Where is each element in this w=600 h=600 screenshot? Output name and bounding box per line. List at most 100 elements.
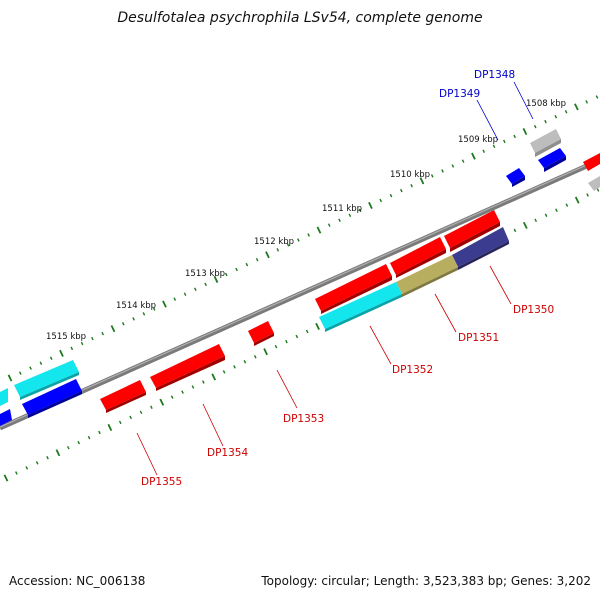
outer-tick [307,233,310,237]
gene-labels: DP1348 DP1349 DP1350 DP1351 DP1352 DP135… [141,69,554,488]
label-dp1354[interactable]: DP1354 [207,447,248,459]
outer-tick [564,110,568,114]
inner-tick [233,365,236,369]
inner-tick [586,193,589,197]
inner-tick [35,461,39,465]
outer-tick [338,218,341,222]
label-dp1351[interactable]: DP1351 [458,332,499,344]
inner-tick [181,390,184,394]
map-title: Desulfotalea psychrophila LSv54, complet… [117,10,483,26]
label-dp1353[interactable]: DP1353 [283,413,324,425]
gene-dp1353-shadow [254,333,274,346]
reverse-strand-genes [319,227,509,332]
label-dp1355[interactable]: DP1355 [141,476,182,488]
inner-tick [46,456,49,460]
gene-blue-left-shadow [28,391,82,418]
gene-dp1351[interactable] [390,237,446,275]
gene-red-edge[interactable] [583,153,600,171]
outer-tick [286,243,290,247]
outer-tick [316,226,322,234]
callout-dp1355 [136,432,158,476]
inner-tick [191,385,195,389]
gene-blue-edge[interactable] [0,409,12,426]
outer-tick [358,208,362,213]
gene-cyan-mid[interactable] [319,282,402,329]
gene-dp1354[interactable] [150,344,225,388]
gene-dp1355-shadow [106,392,146,413]
inner-tick [295,334,299,339]
inner-tick [522,221,528,229]
genome-summary-text: Topology: circular; Length: 3,523,383 bp… [261,574,591,588]
outer-tick [379,198,383,203]
gene-slate-shadow [458,241,509,270]
gene-dp1355[interactable] [100,380,146,410]
inner-tick [107,423,113,432]
gene-dp1354-shadow [156,356,225,391]
callout-dp1349 [476,99,499,141]
outer-tick [430,174,434,178]
outer-tick [255,257,259,262]
outer-tick [235,267,238,272]
outer-tick [595,95,599,99]
inner-tick [3,474,9,482]
gene-gray-edge[interactable] [588,176,600,191]
outer-tick [348,213,352,218]
kbp-label-1515: 1515 kbp [46,332,86,342]
gene-dp1352[interactable] [315,264,392,311]
gene-blue-1-shadow [544,156,566,172]
gene-cyan-left[interactable] [14,360,79,397]
inner-tick [211,373,217,381]
callout-lines [136,81,534,476]
gene-cyan-edge[interactable] [0,388,8,406]
outer-tick [183,292,187,296]
outer-tick [544,119,547,124]
gene-dp1349[interactable] [506,168,525,184]
outer-tick [441,169,444,173]
outer-tick [110,325,116,333]
label-dp1349[interactable]: DP1349 [439,88,480,100]
outer-tick [101,331,105,336]
inner-tick [263,348,268,356]
inner-tick [565,203,569,207]
gene-slate[interactable] [452,227,509,267]
outer-tick [39,361,43,365]
kbp-label-1510: 1510 kbp [390,170,430,180]
gene-dp1351-shadow [396,249,446,278]
outer-tick [502,139,506,144]
outer-tick [7,374,13,382]
inner-tick [534,218,538,223]
callout-dp1348 [513,81,534,120]
gene-blue-left[interactable] [22,379,82,415]
outer-tick [224,272,228,277]
gene-dp1350[interactable] [444,210,500,248]
accession-text: Accession: NC_006138 [9,574,146,588]
label-dp1348[interactable]: DP1348 [474,69,515,81]
gene-blue-1[interactable] [538,148,566,168]
gene-dp1348[interactable] [530,129,561,153]
gene-cyan-left-shadow [20,372,79,400]
callout-dp1354 [202,403,224,447]
inner-tick [55,449,61,457]
inner-tick [15,471,18,475]
inner-tick [118,420,122,425]
outer-tick [554,114,558,119]
outer-tick [194,287,197,292]
outer-tick [276,248,280,252]
kbp-label-1509: 1509 kbp [458,135,498,145]
gene-olive[interactable] [396,255,458,294]
inner-tick [305,329,309,334]
label-dp1352[interactable]: DP1352 [392,364,433,376]
outer-tick [142,312,146,316]
outer-tick [173,297,177,301]
inner-tick [544,213,548,218]
gene-dp1353[interactable] [248,321,274,343]
kbp-label-1512: 1512 kbp [254,237,294,247]
outer-tick [297,238,300,242]
inner-tick [596,188,600,192]
label-dp1350[interactable]: DP1350 [513,304,554,316]
outer-tick [213,275,219,283]
inner-tick [202,380,205,384]
outer-tick [368,201,373,210]
callout-dp1353 [276,369,298,409]
